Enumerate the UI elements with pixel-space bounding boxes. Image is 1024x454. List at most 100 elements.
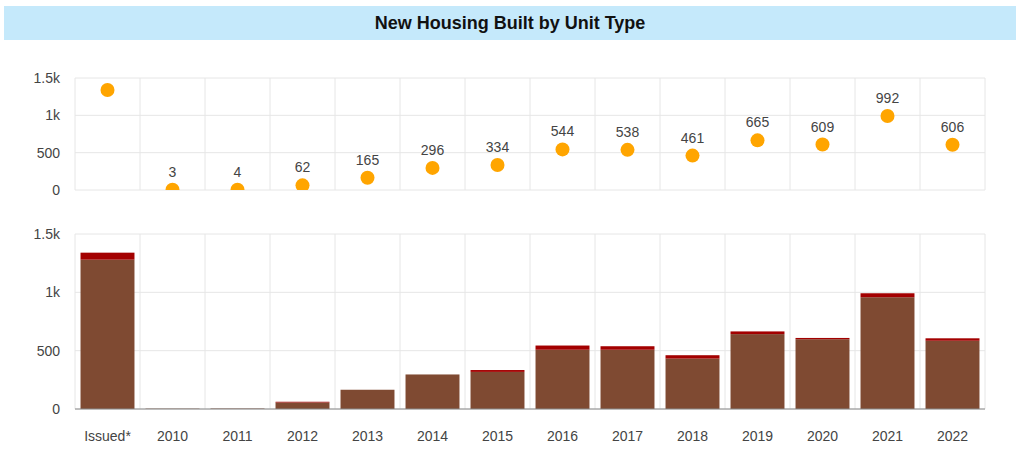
grid-line-x <box>790 234 791 409</box>
bar-segment <box>471 370 525 372</box>
grid-line-x <box>335 78 336 190</box>
dot <box>166 183 180 190</box>
y-tick-label: 500 <box>37 145 61 161</box>
grid-line-x <box>920 78 921 190</box>
dot <box>491 158 505 172</box>
data-label: 461 <box>681 130 705 146</box>
title: New Housing Built by Unit Type <box>4 6 1016 40</box>
grid-line-x <box>205 234 206 409</box>
data-label: 334 <box>486 139 510 155</box>
grid-line-x <box>725 234 726 409</box>
x-tick-label: 2017 <box>612 428 643 444</box>
grid-line-x <box>400 234 401 409</box>
bar-segment <box>926 338 980 340</box>
y-tick-label: 0 <box>52 401 60 417</box>
bar-segment <box>731 331 785 334</box>
data-label: 296 <box>421 142 445 158</box>
data-label: 609 <box>811 119 835 135</box>
x-tick-label: 2022 <box>937 428 968 444</box>
data-label: 538 <box>616 124 640 140</box>
grid-line-x <box>140 234 141 409</box>
bar-segment <box>796 338 850 339</box>
grid-line-y <box>75 115 985 116</box>
y-tick-label: 0 <box>52 182 60 198</box>
data-label: 606 <box>941 119 965 135</box>
grid-line-y <box>75 234 985 235</box>
dot <box>946 138 960 152</box>
bar-segment <box>406 374 460 409</box>
data-label: 665 <box>746 114 770 130</box>
bar-segment <box>406 374 460 375</box>
grid-line-x <box>465 78 466 190</box>
dot <box>751 133 765 147</box>
y-tick-label: 1.5k <box>34 70 61 86</box>
dot <box>816 138 830 152</box>
y-tick-label: 1k <box>45 284 61 300</box>
x-tick-label: 2018 <box>677 428 708 444</box>
grid-line-x <box>140 78 141 190</box>
x-tick-label: 2011 <box>222 428 252 444</box>
grid-line-x <box>465 234 466 409</box>
dot <box>621 143 635 157</box>
x-tick-label: 2010 <box>157 428 188 444</box>
bar-segment <box>81 260 135 409</box>
x-tick-label: 2014 <box>417 428 448 444</box>
grid-line-x <box>855 78 856 190</box>
bar-segment <box>471 372 525 409</box>
dot <box>296 178 310 190</box>
grid-line-x <box>595 234 596 409</box>
bar-segment <box>731 334 785 409</box>
x-tick-label: 2013 <box>352 428 383 444</box>
dot <box>556 142 570 156</box>
grid-line-y <box>75 292 985 293</box>
dot <box>426 161 440 175</box>
bar-segment <box>536 350 590 409</box>
grid-line-x <box>660 78 661 190</box>
bar-segment <box>341 390 395 409</box>
grid-line-x <box>855 234 856 409</box>
plot-marks <box>101 83 960 190</box>
x-tick-label: 2015 <box>482 428 513 444</box>
grid-line-x <box>985 78 986 190</box>
grid-line-x <box>335 234 336 409</box>
x-tick-label: 2020 <box>807 428 838 444</box>
grid-line-x <box>270 234 271 409</box>
x-tick-label: 2012 <box>287 428 318 444</box>
grid-line-x <box>205 78 206 190</box>
plot-marks <box>81 253 980 409</box>
grid-line-x <box>985 234 986 409</box>
bar-segment <box>601 350 655 409</box>
grid-line-x <box>920 234 921 409</box>
bar-segment <box>81 253 135 260</box>
grid-line-x <box>270 78 271 190</box>
dot <box>101 83 115 97</box>
chart: 05001k1.5k346216529633454453846166560999… <box>0 0 1024 454</box>
dot <box>881 109 895 123</box>
grid-line-y <box>75 78 985 79</box>
bar-segment <box>666 359 720 409</box>
grid-line-x <box>725 78 726 190</box>
bar-segment <box>796 339 850 409</box>
x-tick-label: 2021 <box>872 428 903 444</box>
y-tick-label: 500 <box>37 343 61 359</box>
grid-line-x <box>530 78 531 190</box>
x-tick-label: 2016 <box>547 428 578 444</box>
data-label: 4 <box>234 164 242 180</box>
x-tick-label: 2019 <box>742 428 773 444</box>
grid-line-x <box>530 234 531 409</box>
grid-line-y <box>75 152 985 153</box>
grid-line-x <box>660 234 661 409</box>
bar-segment <box>276 402 330 409</box>
grid-line-x <box>790 78 791 190</box>
grid-line-x <box>75 78 76 190</box>
x-axis-line <box>75 409 985 410</box>
data-label: 3 <box>169 164 177 180</box>
grid-line-y <box>75 190 985 191</box>
y-tick-label: 1k <box>45 107 61 123</box>
grid-line-x <box>595 78 596 190</box>
x-tick-label: Issued* <box>84 428 131 444</box>
grid-line-y <box>75 409 985 410</box>
bar-segment <box>341 389 395 390</box>
dot <box>361 171 375 185</box>
dot <box>686 149 700 163</box>
